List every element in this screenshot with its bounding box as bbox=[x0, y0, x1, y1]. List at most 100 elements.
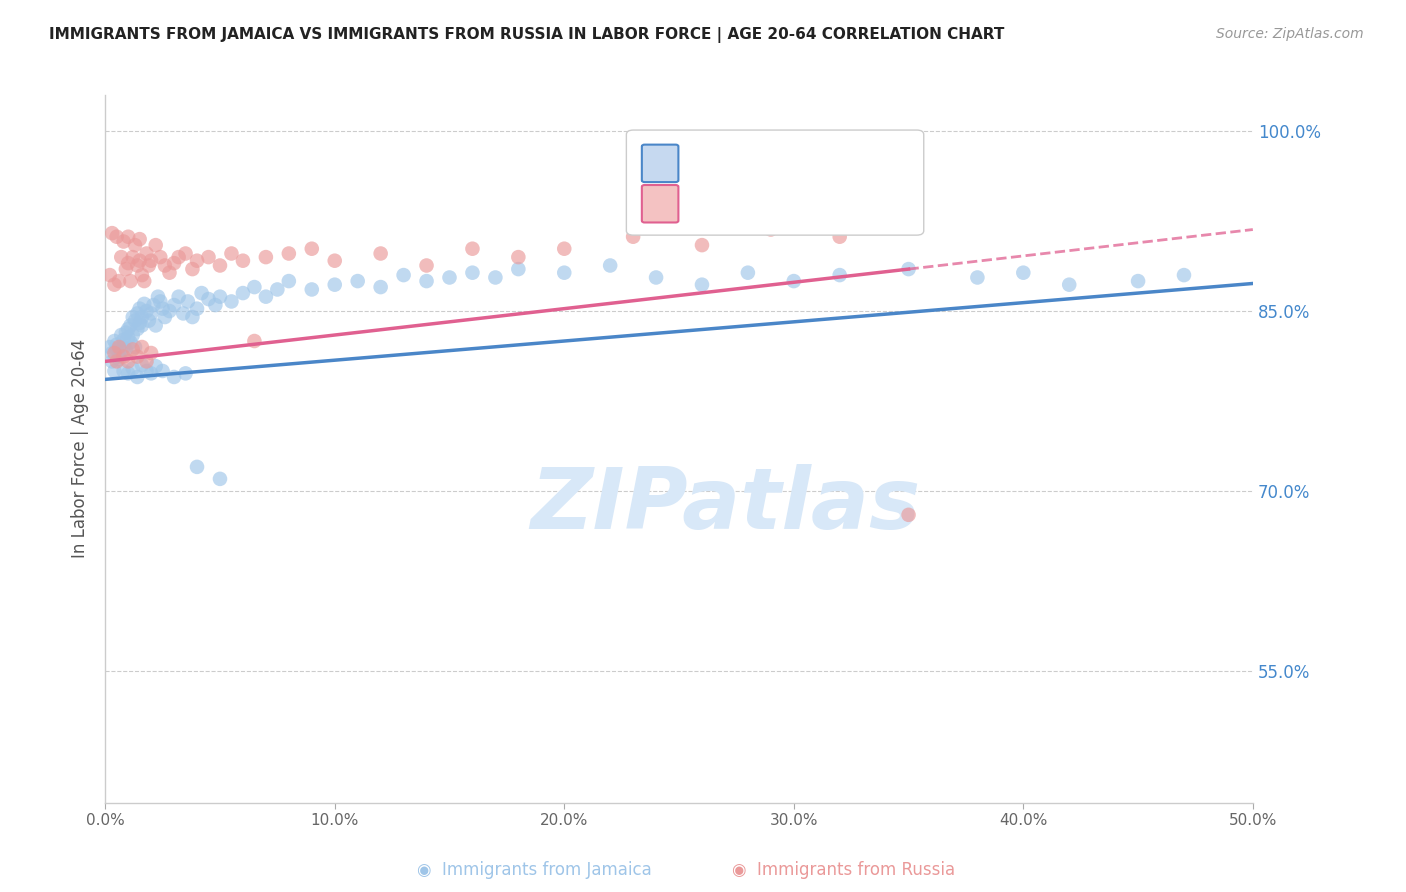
Point bbox=[131, 318, 153, 333]
Point bbox=[101, 346, 124, 360]
Point bbox=[167, 250, 190, 264]
Point bbox=[254, 290, 277, 304]
Point bbox=[277, 246, 299, 260]
Point bbox=[461, 242, 484, 256]
Point bbox=[323, 253, 346, 268]
Point bbox=[197, 292, 219, 306]
Point bbox=[370, 246, 392, 260]
Point bbox=[553, 242, 575, 256]
Point bbox=[1126, 274, 1149, 288]
Point bbox=[186, 253, 208, 268]
Point bbox=[197, 250, 219, 264]
Point bbox=[117, 367, 139, 381]
Point bbox=[131, 268, 153, 282]
Point bbox=[484, 270, 506, 285]
Point bbox=[131, 340, 153, 354]
Point bbox=[301, 283, 323, 297]
Text: ZIPatlas: ZIPatlas bbox=[530, 464, 920, 547]
Point bbox=[128, 253, 150, 268]
Point bbox=[115, 326, 138, 340]
Point bbox=[167, 290, 190, 304]
Point bbox=[112, 364, 135, 378]
Point bbox=[186, 459, 208, 474]
Point bbox=[134, 274, 156, 288]
Point bbox=[115, 262, 138, 277]
Point bbox=[599, 259, 621, 273]
Point bbox=[105, 229, 128, 244]
Point bbox=[139, 253, 162, 268]
Point bbox=[135, 354, 157, 368]
Point bbox=[120, 318, 142, 333]
Point bbox=[737, 266, 759, 280]
Point bbox=[105, 337, 128, 351]
Text: ◉  Immigrants from Russia: ◉ Immigrants from Russia bbox=[733, 861, 955, 879]
Point bbox=[101, 226, 124, 240]
Point bbox=[828, 229, 851, 244]
Point bbox=[159, 304, 181, 318]
Point bbox=[415, 259, 437, 273]
Point bbox=[204, 298, 226, 312]
Point bbox=[163, 370, 186, 384]
Text: Source: ZipAtlas.com: Source: ZipAtlas.com bbox=[1216, 27, 1364, 41]
Point bbox=[131, 310, 153, 324]
Point bbox=[177, 294, 200, 309]
Point bbox=[110, 344, 132, 359]
Point bbox=[897, 262, 920, 277]
Point bbox=[127, 259, 149, 273]
Text: ◉  Immigrants from Jamaica: ◉ Immigrants from Jamaica bbox=[418, 861, 651, 879]
Point bbox=[508, 262, 530, 277]
Point bbox=[163, 298, 186, 312]
Point bbox=[690, 277, 713, 292]
Point bbox=[121, 250, 143, 264]
Point bbox=[124, 313, 146, 327]
Point bbox=[174, 246, 197, 260]
Point bbox=[138, 259, 160, 273]
Point bbox=[127, 322, 149, 336]
Point bbox=[1012, 266, 1035, 280]
Point bbox=[124, 238, 146, 252]
Point bbox=[266, 283, 288, 297]
Point bbox=[117, 322, 139, 336]
Point bbox=[128, 232, 150, 246]
Point bbox=[232, 286, 254, 301]
Point bbox=[112, 235, 135, 249]
Point bbox=[131, 358, 153, 372]
Point bbox=[186, 301, 208, 316]
Point bbox=[139, 306, 162, 320]
Point bbox=[1173, 268, 1195, 282]
Text: R = 0.235   N = 59: R = 0.235 N = 59 bbox=[685, 194, 869, 213]
Point bbox=[323, 277, 346, 292]
Point bbox=[645, 270, 668, 285]
Point bbox=[117, 256, 139, 270]
Point bbox=[101, 354, 124, 368]
Point bbox=[508, 250, 530, 264]
Point bbox=[146, 290, 169, 304]
Point bbox=[103, 277, 125, 292]
Point bbox=[149, 294, 172, 309]
Point bbox=[105, 343, 128, 357]
Point bbox=[828, 268, 851, 282]
Point bbox=[181, 262, 204, 277]
Text: IMMIGRANTS FROM JAMAICA VS IMMIGRANTS FROM RUSSIA IN LABOR FORCE | AGE 20-64 COR: IMMIGRANTS FROM JAMAICA VS IMMIGRANTS FR… bbox=[49, 27, 1004, 43]
Point bbox=[112, 333, 135, 347]
Point bbox=[121, 328, 143, 343]
Point bbox=[98, 340, 121, 354]
Point bbox=[110, 250, 132, 264]
Point bbox=[112, 340, 135, 354]
Point bbox=[254, 250, 277, 264]
Point bbox=[134, 297, 156, 311]
Point bbox=[103, 364, 125, 378]
Point bbox=[120, 335, 142, 350]
Point bbox=[103, 346, 125, 360]
Point bbox=[135, 246, 157, 260]
Point bbox=[966, 270, 988, 285]
Point bbox=[392, 268, 415, 282]
Point bbox=[145, 318, 167, 333]
Point bbox=[145, 359, 167, 374]
Point bbox=[153, 310, 176, 324]
Point bbox=[117, 354, 139, 368]
Point bbox=[121, 343, 143, 357]
Point bbox=[128, 316, 150, 330]
Point bbox=[105, 354, 128, 368]
Point bbox=[153, 259, 176, 273]
